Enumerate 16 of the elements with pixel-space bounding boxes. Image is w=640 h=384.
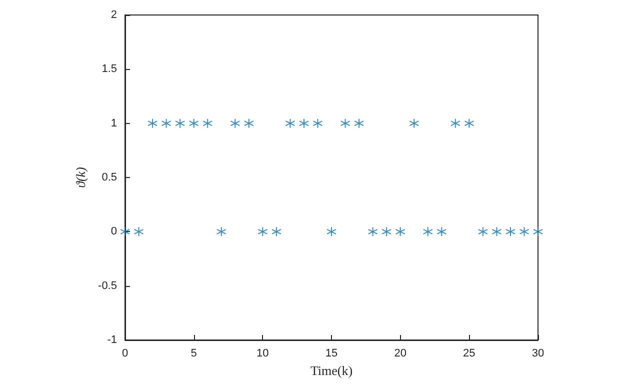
x-tick-label: 10	[256, 348, 269, 360]
x-tick-label: 0	[122, 348, 128, 360]
y-tick-label: -1	[107, 334, 117, 346]
y-axis-title: ϑ(k)	[73, 167, 88, 188]
x-tick-label: 5	[190, 348, 197, 360]
x-tick-label: 15	[325, 348, 338, 360]
y-tick-label: 1	[110, 117, 117, 130]
y-tick-label: 0	[110, 226, 117, 238]
x-axis-title: Time(k)	[310, 362, 353, 378]
y-tick-label: 0.5	[102, 172, 117, 184]
y-tick-label: 2	[110, 9, 117, 21]
x-tick-label: 30	[532, 348, 544, 360]
x-tick-label: 25	[463, 348, 476, 360]
x-tick-label: 20	[394, 348, 406, 360]
y-tick-label: -0.5	[98, 280, 117, 292]
y-tick-label: 1.5	[102, 63, 117, 76]
